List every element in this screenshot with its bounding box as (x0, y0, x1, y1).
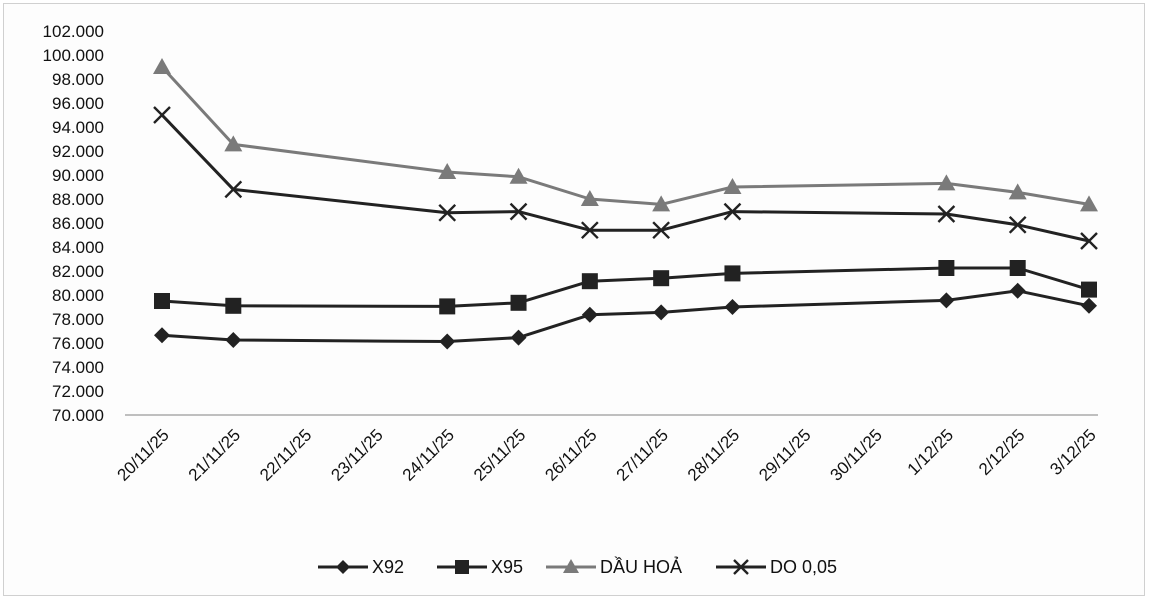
series-1 (154, 260, 1097, 315)
series-3 (153, 106, 1098, 250)
y-tick-label: 70.000 (52, 406, 104, 425)
data-point (510, 329, 527, 346)
x-tick-label: 26/11/25 (541, 425, 600, 484)
legend-label: DẦU HOẢ (600, 556, 682, 577)
y-tick-label: 78.000 (52, 310, 104, 329)
data-point (1081, 281, 1097, 298)
x-tick-label: 3/12/25 (1046, 425, 1100, 479)
series-line (161, 266, 1090, 308)
legend-marker (733, 559, 749, 575)
x-tick-label: 21/11/25 (185, 425, 244, 484)
data-point (225, 297, 242, 314)
data-point (224, 180, 243, 199)
data-point (225, 332, 242, 348)
y-tick-label: 82.000 (52, 262, 104, 281)
data-point (1081, 297, 1097, 314)
data-point (1080, 232, 1098, 250)
x-axis: 20/11/25 21/11/25 22/11/25 23/11/25 24/11/25… (113, 414, 1100, 485)
data-point (510, 294, 527, 311)
data-point (653, 270, 670, 287)
series-line (160, 113, 1090, 243)
legend-label: DO 0,05 (770, 557, 837, 577)
legend-label: X92 (372, 557, 404, 577)
y-tick-label: 84.000 (52, 238, 104, 257)
data-point (652, 221, 671, 240)
legend-marker (563, 559, 579, 573)
y-tick-label: 92.000 (52, 142, 104, 161)
x-tick-label: 24/11/25 (399, 425, 458, 484)
x-tick-label: 20/11/25 (113, 425, 172, 484)
data-point (580, 190, 599, 206)
data-point (937, 174, 956, 191)
data-point (724, 265, 741, 282)
data-point (581, 273, 598, 290)
y-tick-label: 88.000 (52, 190, 104, 209)
legend-marker (455, 560, 469, 574)
x-tick-label: 22/11/25 (256, 425, 315, 484)
legend: X92 X95 DẦU HOẢ DO 0,05 (318, 556, 837, 577)
legend-item: DẦU HOẢ (546, 556, 682, 577)
data-point (723, 202, 742, 221)
series-2 (153, 58, 1098, 212)
x-tick-label: 25/11/25 (470, 425, 529, 484)
y-tick-label: 102.000 (43, 22, 104, 41)
legend-item: X92 (318, 557, 404, 577)
data-point (224, 135, 243, 152)
y-tick-label: 98.000 (52, 70, 104, 89)
data-point (439, 333, 456, 350)
data-point (937, 205, 956, 223)
data-point (1009, 260, 1026, 276)
data-point (1080, 195, 1098, 212)
data-point (653, 304, 670, 321)
series-line (160, 65, 1090, 206)
data-point (153, 106, 171, 124)
y-axis: 70.000 72.000 74.000 76.000 78.000 80.000 82.0… (43, 22, 104, 425)
x-tick-label: 27/11/25 (613, 425, 672, 484)
x-tick-label: 29/11/25 (755, 425, 814, 484)
data-point (652, 195, 671, 212)
data-point (438, 203, 457, 222)
y-tick-label: 86.000 (52, 214, 104, 233)
x-tick-label: 1/12/25 (904, 425, 958, 479)
data-point (439, 298, 456, 315)
x-tick-label: 28/11/25 (684, 425, 743, 484)
data-point (938, 292, 955, 309)
y-tick-label: 90.000 (52, 166, 104, 185)
data-point (154, 293, 170, 309)
data-point (154, 327, 170, 344)
data-point (723, 178, 742, 194)
data-point (1008, 215, 1027, 234)
y-tick-label: 96.000 (52, 94, 104, 113)
legend-item: X95 (437, 557, 523, 577)
series-0 (154, 282, 1097, 350)
y-tick-label: 72.000 (52, 382, 104, 401)
y-tick-label: 74.000 (52, 358, 104, 377)
series-line (161, 289, 1090, 344)
data-point (938, 260, 955, 276)
data-point (1008, 183, 1027, 200)
data-point (724, 299, 741, 315)
data-point (438, 163, 457, 179)
data-point (153, 58, 171, 74)
y-tick-label: 94.000 (52, 118, 104, 137)
y-tick-label: 80.000 (52, 286, 104, 305)
x-tick-label: 30/11/25 (827, 425, 886, 484)
data-point (1009, 282, 1026, 299)
y-tick-label: 100.000 (43, 46, 104, 65)
data-point (580, 221, 599, 240)
legend-item: DO 0,05 (716, 557, 837, 577)
legend-label: X95 (491, 557, 523, 577)
x-tick-label: 2/12/25 (975, 425, 1029, 479)
data-point (581, 306, 598, 323)
y-tick-label: 76.000 (52, 334, 104, 353)
legend-marker (336, 560, 350, 574)
data-point (509, 167, 528, 184)
x-tick-label: 23/11/25 (327, 425, 386, 484)
series-layer (153, 58, 1098, 350)
data-point (509, 202, 528, 221)
